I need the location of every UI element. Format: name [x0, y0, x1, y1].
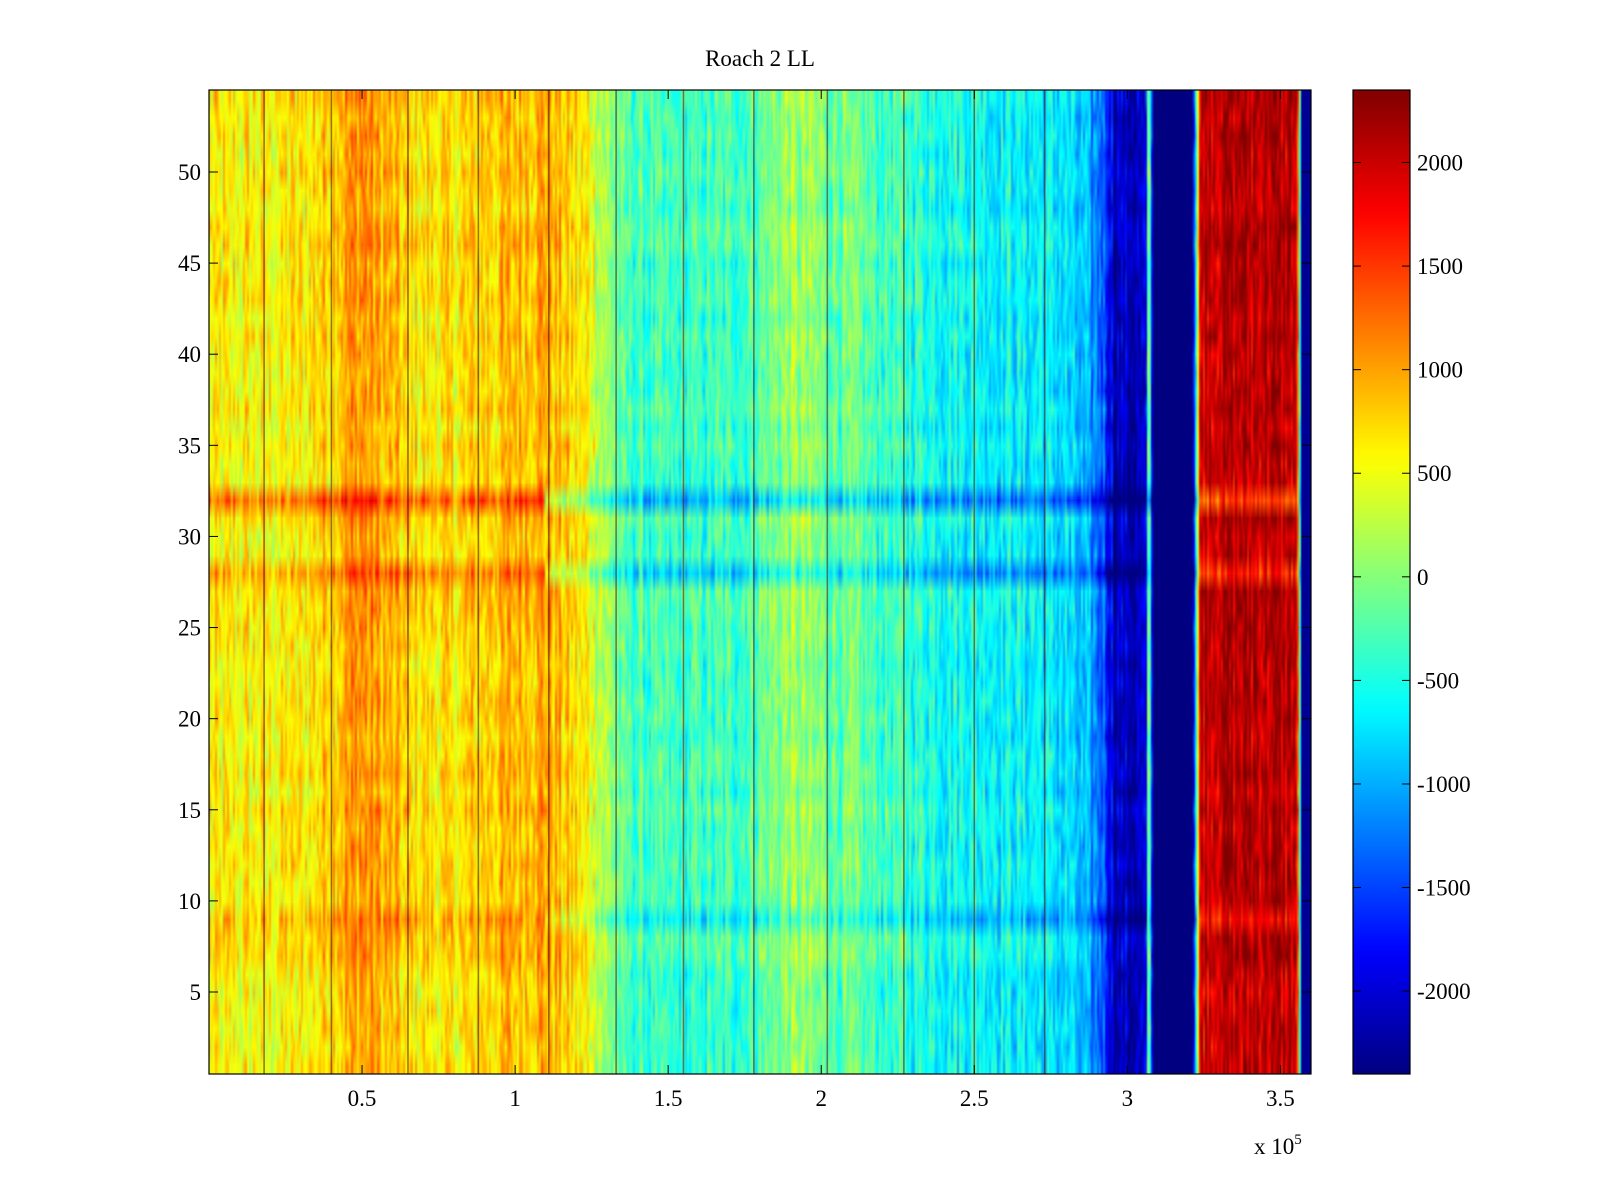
x-tick-label: 2	[815, 1086, 827, 1111]
y-tick-label: 40	[178, 342, 201, 367]
colorbar	[1353, 90, 1410, 1074]
y-tick-label: 30	[178, 524, 201, 549]
y-tick-label: 45	[178, 251, 201, 276]
y-tick-label: 15	[178, 798, 201, 823]
x-axis: 0.5 1 1.5 2 2.5 3 3.5	[348, 90, 1295, 1111]
colorbar-ticks: 2000 1500 1000 500 0 -500 -1000 -1500 -2000	[1353, 151, 1471, 1004]
colorbar-tick-label: 1000	[1417, 358, 1463, 383]
colorbar-frame	[1352, 89, 1411, 1075]
heatmap-plot-area	[209, 90, 1311, 1074]
x-exponent-label: x 105	[1254, 1132, 1302, 1159]
colorbar-tick-label: -500	[1417, 668, 1459, 693]
plot-frame	[208, 89, 1312, 1075]
heatmap-vertical-lines	[263, 90, 1046, 1074]
y-axis: 5 10 15 20 25 30 35 40 45 50	[178, 160, 1311, 1005]
svg-text:x 105: x 105	[1254, 1132, 1302, 1159]
colorbar-tick-label: 0	[1417, 565, 1429, 590]
x-tick-label: 1.5	[654, 1086, 683, 1111]
x-tick-label: 3	[1122, 1086, 1134, 1111]
y-tick-label: 25	[178, 616, 201, 641]
y-tick-label: 20	[178, 707, 201, 732]
x-tick-label: 0.5	[348, 1086, 377, 1111]
colorbar-tick-label: -1000	[1417, 772, 1471, 797]
y-tick-label: 35	[178, 433, 201, 458]
y-tick-label: 5	[190, 980, 202, 1005]
y-tick-label: 50	[178, 160, 201, 185]
x-exponent-power: 5	[1294, 1132, 1302, 1148]
colorbar-tick-label: 2000	[1417, 151, 1463, 176]
x-tick-label: 3.5	[1266, 1086, 1295, 1111]
x-tick-label: 2.5	[960, 1086, 989, 1111]
y-tick-label: 10	[178, 889, 201, 914]
colorbar-tick-label: 500	[1417, 461, 1452, 486]
chart-title: Roach 2 LL	[705, 46, 815, 71]
colorbar-tick-label: -2000	[1417, 979, 1471, 1004]
colorbar-tick-label: -1500	[1417, 876, 1471, 901]
colorbar-tick-label: 1500	[1417, 254, 1463, 279]
x-exponent-base: x 10	[1254, 1134, 1294, 1159]
x-tick-label: 1	[509, 1086, 521, 1111]
